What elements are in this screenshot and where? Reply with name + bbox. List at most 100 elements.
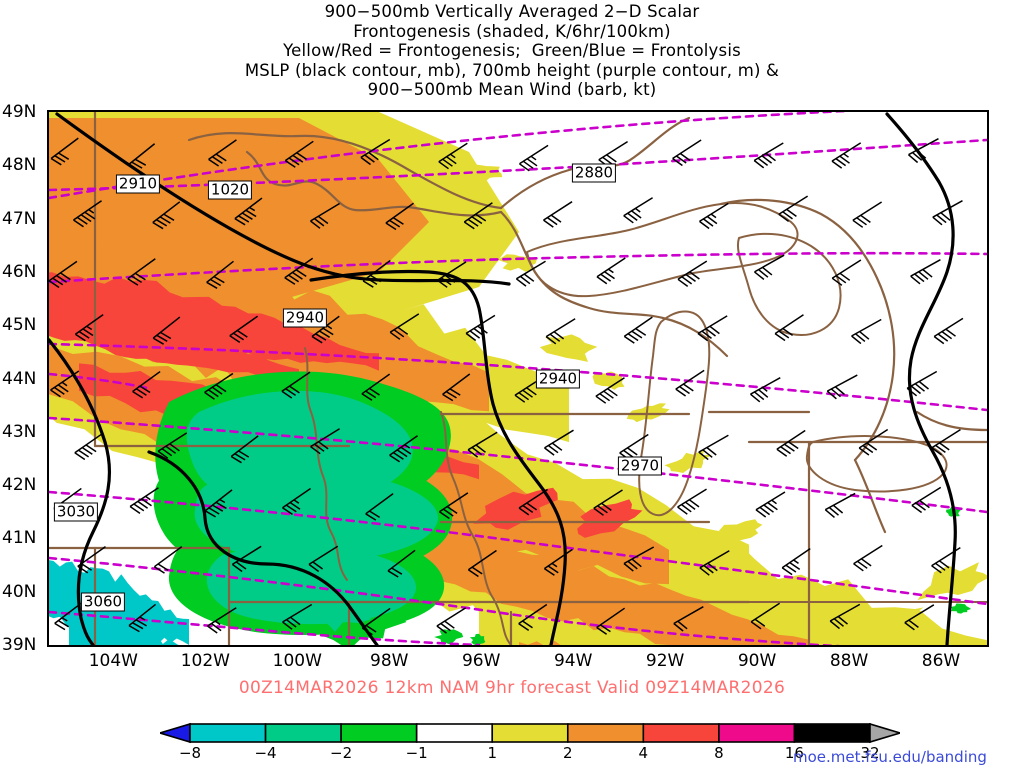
wind-barb xyxy=(129,487,159,515)
wind-barb xyxy=(908,138,939,164)
wind-barb xyxy=(77,546,106,574)
wind-barb xyxy=(595,377,625,404)
map-plot-area[interactable]: 2910 2880 2940 2940 2970 3030 3060 1020 xyxy=(47,110,989,647)
wind-barb xyxy=(826,374,858,400)
wind-barb xyxy=(204,489,233,518)
height-contour-label-2940-2: 2940 xyxy=(282,308,328,328)
x-tick-104W: 104W xyxy=(88,651,138,671)
forecast-caption: 00Z14MAR2026 12km NAM 9hr forecast Valid… xyxy=(238,678,786,698)
title-line-3: Yellow/Red = Frontogenesis; Green/Blue =… xyxy=(283,41,741,60)
chart-title-block: 900−500mb Vertically Averaged 2−D Scalar… xyxy=(0,2,1024,100)
y-tick-39N: 39N xyxy=(2,635,37,655)
wind-barb xyxy=(281,371,311,399)
site-watermark: moe.met.fsu.edu/banding xyxy=(793,748,987,766)
height-contour-label-2880-1: 2880 xyxy=(571,163,617,183)
wind-barb xyxy=(361,373,391,401)
wind-barb xyxy=(699,202,729,230)
wind-barb xyxy=(933,317,964,345)
wind-barb xyxy=(673,606,704,632)
map-canvas xyxy=(49,112,987,645)
height-contour-label-2970-4: 2970 xyxy=(617,456,663,476)
colorbar-label-0: −8 xyxy=(178,744,202,762)
wind-barb xyxy=(207,607,237,634)
wind-barb xyxy=(50,370,80,398)
y-tick-42N: 42N xyxy=(2,475,37,496)
colorbar-label-8: 16 xyxy=(784,744,804,762)
wind-barb xyxy=(284,140,314,168)
colorbar-swatches xyxy=(157,722,903,744)
wind-barb xyxy=(206,260,234,289)
wind-barb xyxy=(465,314,496,342)
wind-barb xyxy=(310,202,340,229)
wind-barb xyxy=(593,489,623,516)
wind-barb xyxy=(282,603,313,630)
wind-barb xyxy=(753,142,784,169)
title-line-5: 900−500mb Mean Wind (barb, kt) xyxy=(367,80,657,99)
y-tick-49N: 49N xyxy=(2,102,37,122)
wind-barb xyxy=(831,259,862,286)
x-tick-98W: 98W xyxy=(370,651,409,671)
colorbar-label-5: 2 xyxy=(562,744,573,762)
wind-barb xyxy=(677,488,707,515)
wind-barb xyxy=(750,602,781,630)
colorbar-label-1: −4 xyxy=(254,744,277,762)
wind-barbs xyxy=(49,137,964,636)
x-tick-94W: 94W xyxy=(553,651,593,671)
wind-barb xyxy=(365,493,394,521)
wind-barb xyxy=(623,197,653,224)
wind-barb xyxy=(360,138,391,166)
wind-barb xyxy=(389,313,420,340)
wind-barb xyxy=(436,607,467,634)
wind-barb xyxy=(362,259,391,288)
wind-barb xyxy=(672,139,702,167)
wind-barb xyxy=(234,197,263,226)
wind-barb xyxy=(852,201,883,228)
wind-barb xyxy=(231,545,262,573)
x-tick-90W: 90W xyxy=(737,651,777,671)
wind-barb xyxy=(132,370,161,399)
wind-barb xyxy=(774,314,804,342)
wind-barb xyxy=(127,143,156,172)
wind-barb xyxy=(438,142,468,170)
wind-barb xyxy=(467,431,498,458)
wind-barb xyxy=(596,257,626,285)
wind-barb xyxy=(544,429,574,456)
y-tick-46N: 46N xyxy=(2,261,37,282)
wind-barb xyxy=(623,316,653,344)
wind-barb xyxy=(699,550,730,576)
y-tick-41N: 41N xyxy=(2,528,37,549)
wind-barb xyxy=(284,257,314,285)
wind-barb xyxy=(467,549,497,578)
height-contour-label-2940-3: 2940 xyxy=(535,369,581,389)
wind-barb xyxy=(906,370,938,397)
colorbar-label-7: 8 xyxy=(714,744,724,762)
height-contour-label-3060-6: 3060 xyxy=(80,592,126,612)
wind-barb xyxy=(853,544,883,572)
colorbar-label-3: −1 xyxy=(405,744,428,762)
wind-barb xyxy=(389,435,418,463)
wind-barb xyxy=(385,202,414,231)
wind-barb xyxy=(931,546,961,574)
x-tick-86W: 86W xyxy=(921,651,961,671)
wind-barb xyxy=(904,604,935,631)
wind-barb xyxy=(911,486,942,514)
wind-barb xyxy=(361,607,391,636)
wind-barb xyxy=(543,548,573,576)
wind-barb xyxy=(282,487,312,516)
x-tick-96W: 96W xyxy=(461,651,501,671)
wind-barb xyxy=(387,549,416,578)
wind-barb xyxy=(152,201,181,230)
y-tick-40N: 40N xyxy=(2,581,37,602)
wind-barb xyxy=(439,492,469,520)
wind-barb xyxy=(463,202,493,230)
wind-barb xyxy=(74,313,104,342)
shading-teal xyxy=(49,390,438,636)
wind-barb xyxy=(932,200,963,226)
title-line-2: Frontogenesis (shaded, K/6hr/100km) xyxy=(353,21,671,41)
wind-barb xyxy=(442,373,471,402)
wind-barb xyxy=(437,261,467,288)
y-tick-44N: 44N xyxy=(2,368,37,389)
wind-barb xyxy=(204,372,234,400)
wind-barb xyxy=(54,602,83,631)
